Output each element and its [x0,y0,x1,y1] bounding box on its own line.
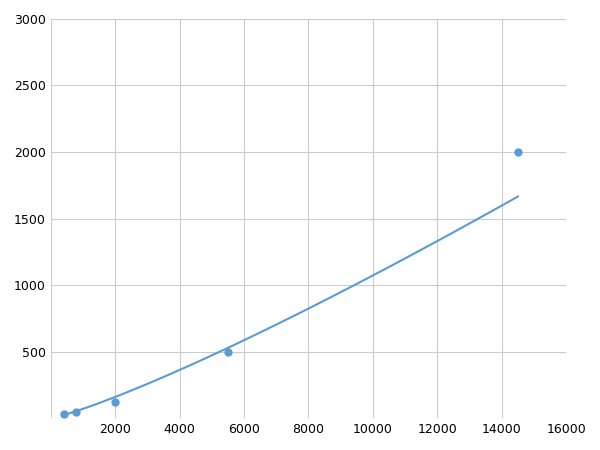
Point [513,148,523,156]
Point [59,411,68,418]
Point [223,348,233,356]
Point [71,408,81,415]
Point [110,399,120,406]
